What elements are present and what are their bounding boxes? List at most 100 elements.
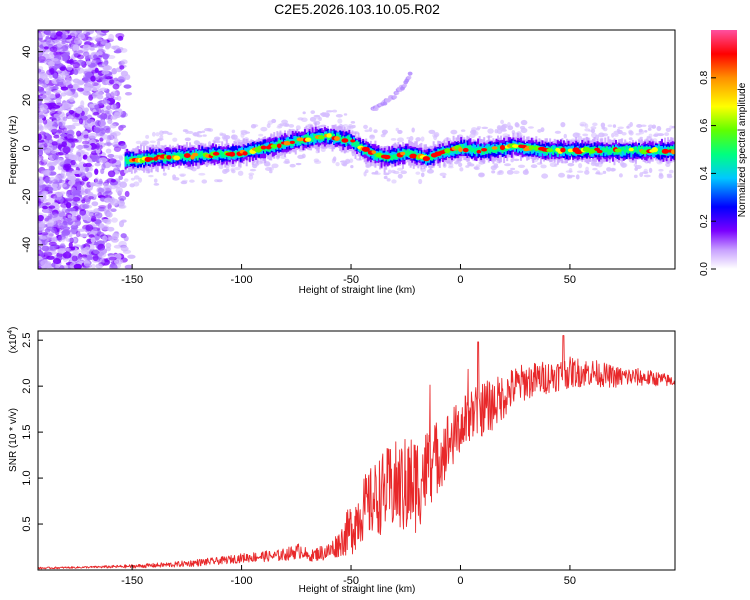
spectrogram-noise-speck: [108, 256, 117, 261]
spectrogram-ridge-cell: [461, 144, 464, 155]
spectrogram-ridge-cell: [395, 154, 398, 160]
spectrogram-noise-speck: [57, 164, 62, 171]
spectrogram-halo-speck: [460, 129, 466, 132]
spectrogram-noise-speck: [88, 132, 98, 139]
spectrogram-halo-speck: [371, 171, 377, 175]
spectrogram-noise-speck: [52, 161, 58, 166]
spectrogram-halo-speck: [567, 162, 575, 167]
snr-frame: [37, 330, 676, 571]
colorbar-tick-label: 0.0: [699, 262, 710, 276]
spectrogram-noise-speck: [64, 198, 74, 202]
spectrogram-ridge-cell: [602, 147, 605, 152]
spectrogram-noise-speck: [42, 159, 49, 163]
spectrogram-frame: [37, 29, 676, 270]
spectrogram-ridge-cell: [455, 147, 458, 155]
spectrogram-halo-speck: [470, 129, 476, 135]
spectrogram-peak-cell: [491, 146, 498, 150]
spectrogram-halo-speck: [197, 130, 203, 134]
spectrogram-peak-cell: [375, 152, 383, 158]
spectrogram-noise-speck: [120, 48, 128, 53]
spectrogram-peak-cell: [628, 147, 634, 152]
colorbar: 0.0 0.2 0.4 0.6 0.8 Normalized spectral ampl…: [699, 30, 748, 276]
spectrogram-peak-cell: [458, 147, 463, 153]
spectrogram-noise-speck: [105, 129, 113, 134]
spectrogram-noise-speck: [107, 226, 115, 232]
spectrogram-noise-speck: [85, 138, 91, 146]
spectrogram-noise-speck: [104, 110, 110, 114]
spectrogram-noise-speck: [79, 210, 86, 216]
spectrogram-halo-speck: [397, 129, 403, 134]
spectrogram-noise-speck: [108, 79, 115, 85]
spectrogram-noise-speck: [91, 155, 97, 163]
spectrogram-noise-speck: [81, 253, 88, 259]
spectrogram-noise-speck: [93, 54, 98, 59]
spectrogram-halo-speck: [415, 171, 421, 175]
spectrogram-noise-speck: [105, 204, 113, 208]
spectrogram-noise-speck: [91, 59, 101, 63]
spectrogram-halo-speck: [576, 170, 584, 173]
spectrogram-ridge-cell: [126, 155, 129, 162]
spectrogram-halo-speck: [602, 170, 607, 174]
spectrogram-ridge-cell: [409, 150, 412, 155]
spectrogram-noise-speck: [46, 39, 55, 46]
spectrogram-halo-speck: [202, 134, 207, 137]
spectrogram-halo-speck: [153, 178, 158, 183]
spectrogram-noise-speck: [53, 177, 60, 183]
spectrogram-halo-speck: [400, 170, 408, 175]
spectrogram-halo-speck: [276, 125, 282, 129]
spectrogram-ridge-cell: [657, 146, 660, 152]
spectrogram-ridge-cell: [346, 135, 349, 142]
spectrogram-ridge-cell: [546, 148, 549, 156]
spectrogram-noise-speck: [50, 128, 58, 134]
spectrogram-noise-speck: [101, 134, 109, 140]
spectrogram-halo-speck: [153, 182, 160, 186]
spectrogram-halo-speck: [129, 183, 135, 188]
spectrogram-halo-speck: [231, 129, 236, 134]
spectrogram-noise-speck: [83, 134, 89, 139]
spectrogram-x-label: Height of straight line (km): [299, 285, 416, 296]
spectrogram-peak-cell: [317, 135, 325, 140]
spectrogram-halo-speck: [258, 133, 264, 137]
spectrogram-noise-speck: [72, 61, 80, 69]
spectrogram-halo-speck: [218, 165, 224, 170]
spectrogram-noise-speck: [101, 218, 111, 223]
x-tick-label: 0: [457, 575, 463, 587]
spectrogram-peak-cell: [260, 145, 267, 150]
spectrogram-noise-speck: [76, 30, 82, 34]
spectrogram-halo-speck: [664, 132, 670, 137]
spectrogram-ridge-cell: [498, 144, 501, 151]
spectrogram-noise-speck: [55, 151, 64, 156]
spectrogram-noise-speck: [38, 30, 43, 33]
spectrogram-noise-speck: [123, 169, 129, 174]
colorbar-ticks: 0.0 0.2 0.4 0.6 0.8: [699, 70, 716, 276]
spectrogram-ridge-cell: [173, 152, 176, 158]
spectrogram-peak-cell: [350, 139, 356, 143]
spectrogram-peak-cell: [481, 147, 488, 152]
spectrogram-noise-speck: [104, 65, 113, 71]
spectrogram-noise-speck: [81, 115, 89, 121]
spectrogram-ridge-cell: [221, 151, 224, 158]
spectrogram-noise-speck: [115, 48, 122, 53]
spectrogram-halo-speck: [335, 113, 343, 118]
spectrogram-noise-speck: [55, 92, 61, 99]
spectrogram-halo-speck: [301, 153, 306, 159]
spectrogram-ridge-cell: [645, 146, 648, 152]
spectrogram-halo-speck: [300, 117, 308, 123]
spectrogram-ridge-cell: [490, 146, 493, 152]
spectrogram-ridge-cell: [201, 151, 204, 156]
spectrogram-noise-speck: [85, 224, 94, 232]
spectrogram-noise-speck: [110, 178, 116, 183]
spectrogram-ridge-cell: [311, 137, 314, 143]
spectrogram-peak-cell: [533, 145, 540, 151]
spectrogram-halo-speck: [641, 171, 649, 175]
spectrogram-noise-speck: [103, 58, 109, 66]
spectrogram-ridge-cell: [234, 151, 237, 156]
spectrogram-halo-speck: [514, 122, 520, 128]
spectrogram-noise-speck: [45, 87, 52, 95]
spectrogram-noise-speck: [119, 65, 125, 70]
spectrogram-noise-speck: [106, 105, 112, 110]
spectrogram-peak-cell: [409, 153, 418, 159]
spectrogram-halo-speck: [363, 124, 368, 129]
spectrogram-halo-speck: [669, 125, 673, 130]
spectrogram-noise-speck: [112, 83, 120, 90]
